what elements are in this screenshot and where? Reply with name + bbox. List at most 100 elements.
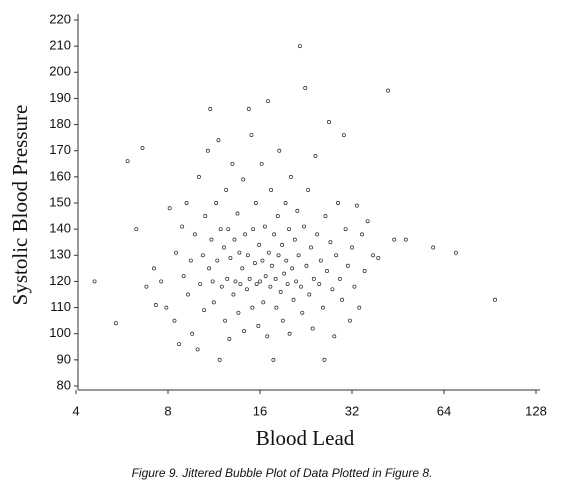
data-point: [307, 292, 312, 297]
data-point: [299, 284, 304, 289]
data-point: [167, 206, 172, 211]
data-point: [219, 284, 224, 289]
data-point: [181, 274, 186, 279]
data-point: [215, 258, 220, 263]
data-point: [453, 250, 458, 255]
data-point: [223, 318, 228, 323]
y-tick-label: 160: [49, 168, 71, 183]
data-point: [205, 148, 210, 153]
data-point: [209, 237, 214, 242]
y-tick-label: 130: [49, 247, 71, 262]
data-point: [287, 227, 291, 232]
data-point: [232, 237, 237, 242]
data-point: [208, 106, 213, 111]
data-point: [218, 227, 223, 232]
data-point: [153, 303, 158, 307]
data-point: [297, 44, 302, 49]
data-point: [113, 321, 118, 326]
data-point: [347, 318, 352, 323]
data-point: [246, 106, 251, 111]
y-tick-label: 80: [57, 377, 71, 392]
data-point: [241, 177, 246, 182]
data-point: [376, 255, 381, 260]
data-point: [216, 138, 221, 143]
data-point: [290, 266, 295, 271]
data-point: [292, 237, 297, 242]
data-point: [291, 297, 296, 302]
data-point: [195, 347, 200, 352]
data-point: [144, 284, 149, 289]
data-point: [177, 342, 182, 347]
data-point: [230, 161, 235, 166]
data-point: [251, 227, 256, 232]
data-point: [134, 227, 139, 232]
data-point: [228, 255, 233, 260]
data-point: [315, 232, 320, 237]
data-point: [280, 242, 285, 247]
data-point: [296, 253, 301, 258]
data-point: [295, 208, 300, 213]
data-point: [249, 133, 254, 137]
data-point: [210, 279, 215, 284]
data-point: [207, 266, 212, 271]
data-point: [227, 336, 232, 341]
data-point: [272, 232, 277, 237]
data-point: [302, 224, 307, 229]
data-point: [360, 232, 364, 237]
data-point: [294, 279, 299, 284]
data-point: [235, 211, 240, 216]
data-point: [238, 282, 243, 286]
data-point: [303, 86, 308, 90]
data-point: [184, 201, 189, 205]
data-point: [345, 263, 350, 268]
data-point: [350, 245, 354, 250]
data-point: [252, 261, 257, 266]
data-point: [266, 250, 271, 255]
data-point: [304, 263, 309, 268]
data-point: [257, 242, 262, 247]
data-point: [340, 297, 345, 302]
data-point: [343, 227, 348, 232]
data-point: [196, 174, 201, 179]
data-point: [386, 88, 391, 93]
data-point: [277, 148, 282, 153]
data-point: [371, 253, 376, 258]
data-point: [222, 245, 226, 250]
data-point: [245, 253, 250, 258]
data-point: [240, 266, 245, 271]
data-point: [261, 300, 266, 305]
data-point: [282, 271, 287, 276]
data-point: [180, 224, 185, 229]
data-point: [310, 326, 315, 331]
data-point: [403, 237, 408, 242]
data-point: [174, 250, 178, 255]
data-point: [271, 357, 276, 362]
y-tick-label: 140: [49, 221, 71, 236]
data-point: [280, 318, 285, 323]
data-point: [236, 310, 241, 315]
data-point: [262, 224, 267, 229]
data-point: [392, 237, 397, 242]
data-point: [283, 201, 288, 205]
data-point: [341, 133, 346, 137]
data-point: [285, 282, 290, 286]
y-tick-label: 110: [50, 299, 71, 314]
y-tick-label: 200: [49, 64, 71, 79]
data-point: [362, 269, 367, 273]
data-point: [276, 253, 281, 258]
y-tick-label: 220: [49, 11, 71, 26]
data-point: [259, 161, 264, 166]
data-point: [260, 258, 265, 263]
data-point: [269, 187, 274, 192]
data-point: [284, 258, 289, 263]
y-tick-label: 170: [49, 142, 71, 157]
data-point: [306, 187, 311, 192]
x-tick-label: 32: [345, 403, 359, 418]
x-axis-title: Blood Lead: [256, 426, 355, 450]
data-point: [200, 253, 205, 258]
y-tick-label: 100: [49, 325, 71, 340]
data-point: [275, 214, 280, 219]
data-point: [217, 357, 222, 362]
data-point: [493, 297, 497, 302]
